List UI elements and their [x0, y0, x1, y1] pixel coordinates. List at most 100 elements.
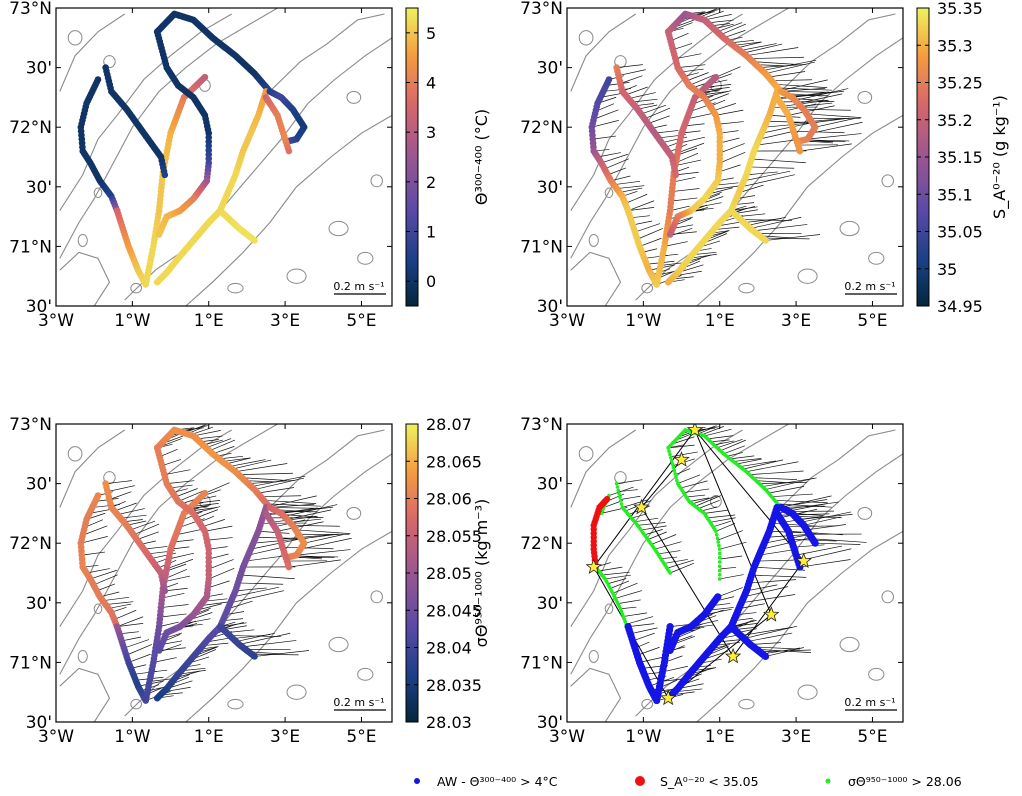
- legend-label: S_A⁰⁻²⁰ < 35.05: [660, 774, 759, 789]
- colorbar-tick-label: 35: [937, 260, 957, 279]
- velocity-stick: [730, 455, 755, 460]
- y-tick-label: 30': [26, 594, 52, 614]
- track-point: [762, 237, 769, 244]
- track-segment: [102, 64, 169, 179]
- velocity-stick: [672, 176, 696, 183]
- velocity-stick: [677, 64, 706, 68]
- velocity-stick: [236, 632, 275, 642]
- x-tick-label: 1°E: [705, 727, 735, 747]
- x-tick-label: 1°E: [194, 311, 224, 331]
- velocity-stick: [622, 499, 648, 508]
- velocity-stick: [620, 75, 643, 84]
- x-tick-label: 1°E: [705, 311, 735, 331]
- velocity-stick: [616, 479, 643, 484]
- velocity-stick: [168, 552, 195, 560]
- plot-content: [59, 424, 392, 722]
- velocity-stick: [240, 574, 295, 580]
- velocity-stick: [93, 574, 118, 586]
- velocity-stick: [129, 520, 156, 531]
- station-star: [686, 424, 704, 437]
- track-segment: [588, 76, 632, 214]
- velocity-stick: [634, 517, 659, 523]
- velocity-stick: [800, 511, 852, 523]
- colorbar-tick-label: 28.035: [426, 676, 482, 695]
- track-segment: [727, 207, 769, 244]
- velocity-stick: [201, 519, 225, 528]
- velocity-stick: [736, 458, 762, 465]
- bathymetry-contour: [269, 13, 385, 92]
- bathymetry-contour: [328, 220, 349, 237]
- velocity-stick: [193, 506, 221, 514]
- velocity-stick: [647, 115, 670, 124]
- colorbar-tick-label: 28.07: [426, 415, 472, 434]
- velocity-stick: [765, 647, 804, 657]
- velocity-stick: [108, 603, 132, 609]
- velocity-stick: [592, 135, 616, 140]
- track-segment: [664, 28, 724, 238]
- velocity-stick: [720, 439, 746, 452]
- velocity-stick: [610, 580, 630, 589]
- track-point: [161, 587, 169, 595]
- velocity-stick: [710, 439, 730, 443]
- colorbar-tick-label: 2: [426, 173, 436, 192]
- velocity-stick: [675, 468, 691, 475]
- velocity-stick: [225, 457, 251, 465]
- velocity-stick: [768, 71, 806, 78]
- track-point: [712, 73, 720, 81]
- x-tick-label: 1°W: [114, 311, 150, 331]
- bathymetry-contour: [578, 30, 594, 46]
- track-point: [161, 171, 169, 179]
- atlantic-water-track-point: [714, 593, 722, 601]
- y-tick-label: 30': [26, 475, 52, 495]
- bathymetry-contour: [641, 698, 654, 710]
- axes-frame: [566, 7, 904, 307]
- velocity-stick: [623, 612, 648, 617]
- axes-frame: [55, 7, 393, 307]
- velocity-stick: [266, 503, 321, 507]
- dense-water-track-point: [675, 478, 679, 483]
- track-point: [201, 73, 209, 81]
- scale-label: 0.2 m s⁻¹: [333, 280, 384, 293]
- bathymetry-contour: [124, 453, 392, 717]
- y-tick-label: 73°N: [520, 0, 563, 19]
- bathymetry-contour: [59, 13, 232, 211]
- velocity-stick: [689, 497, 710, 502]
- velocity-stick: [620, 606, 637, 610]
- x-tick-label: 3°W: [549, 311, 585, 331]
- velocity-stick: [762, 477, 817, 487]
- dense-water-track-point: [667, 449, 671, 453]
- y-tick-label: 30': [537, 594, 563, 614]
- dense-water-track-point: [670, 462, 675, 466]
- velocity-stick: [811, 121, 863, 134]
- velocity-stick: [619, 187, 643, 193]
- track-point: [672, 171, 680, 179]
- y-tick-label: 30': [26, 178, 52, 198]
- velocity-stick: [159, 647, 186, 651]
- velocity-stick: [105, 601, 134, 605]
- x-tick-label: 1°W: [114, 727, 150, 747]
- velocity-stick: [670, 205, 690, 211]
- velocity-stick: [664, 241, 688, 247]
- track-point: [201, 489, 209, 497]
- section-line: [694, 429, 805, 562]
- velocity-stick: [591, 120, 619, 128]
- bathymetry-contour: [357, 251, 374, 265]
- velocity-stick: [743, 43, 783, 54]
- velocity-stick: [265, 495, 317, 508]
- dense-water-track: [666, 446, 722, 581]
- velocity-stick: [209, 439, 236, 452]
- dense-water-track-point: [717, 547, 722, 551]
- velocity-stick: [741, 594, 796, 604]
- dense-water-track-point: [615, 485, 620, 489]
- track-point: [155, 647, 163, 654]
- velocity-stick: [204, 525, 233, 532]
- dense-water-track-point: [717, 564, 722, 568]
- y-tick-label: 30': [26, 59, 52, 79]
- velocity-stick: [739, 460, 777, 467]
- bathymetry-contour: [839, 220, 860, 237]
- velocity-stick: [605, 574, 631, 580]
- velocity-stick: [204, 482, 230, 494]
- dense-water-track-point: [616, 488, 621, 493]
- plot-content: [570, 8, 903, 306]
- colorbar-tick-label: 28.04: [426, 639, 472, 658]
